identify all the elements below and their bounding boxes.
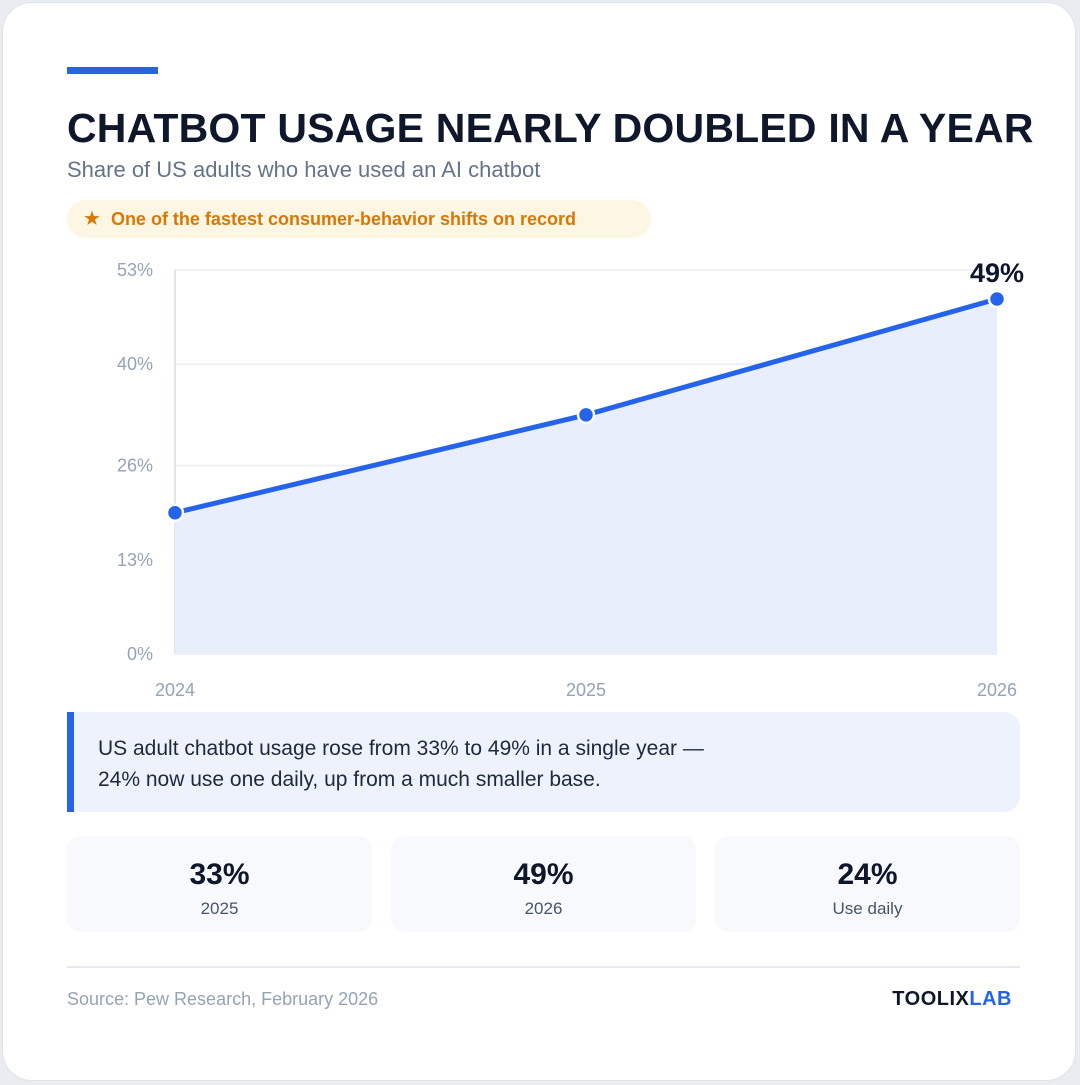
chart-area-fill [175,298,997,654]
data-label: 49% [970,258,1024,288]
data-point [987,289,1007,309]
stat-value: 49% [513,858,574,891]
data-point [165,503,185,522]
x-tick-label: 2025 [566,680,606,700]
stat-card-2026: 49% 2026 [391,836,696,932]
stat-card-daily: 24% Use daily [715,836,1020,932]
footer-divider [67,966,1020,968]
stat-label: Use daily [832,899,903,918]
brand-logo-part1: TOOLIX [892,988,970,1010]
page-subtitle: Share of US adults who have used an AI c… [67,157,541,182]
highlight-badge: ★ One of the fastest consumer-behavior s… [67,200,651,238]
brand-logo-part2: LAB [969,988,1012,1010]
x-tick-label: 2024 [155,680,195,700]
source-text: Source: Pew Research, February 2026 [67,989,379,1009]
page-title: CHATBOT USAGE NEARLY DOUBLED IN A YEAR [67,105,1034,151]
y-tick-label: 13% [117,550,153,570]
accent-bar [67,67,158,74]
y-tick-label: 40% [117,354,153,374]
y-tick-label: 0% [127,644,153,664]
stat-label: 2026 [524,899,563,918]
stat-label: 2025 [200,899,239,918]
brand-logo: TOOLIXLAB [892,988,1012,1011]
y-tick-label: 53% [117,260,153,280]
summary-callout: US adult chatbot usage rose from 33% to … [67,712,1020,812]
data-point [576,405,596,425]
highlight-text: One of the fastest consumer-behavior shi… [110,208,577,229]
x-tick-label: 2026 [977,680,1017,700]
star-icon: ★ [83,208,101,230]
chart-labels: 0% 13% 26% 40% 53% 2024 2025 2026 49% [117,258,1024,700]
stat-card-2025: 33% 2025 [67,836,372,932]
stat-value: 33% [189,858,250,891]
summary-text: US adult chatbot usage rose from 33% to … [98,737,704,791]
y-tick-label: 26% [117,456,153,476]
stat-value: 24% [837,858,898,891]
chart-points [165,289,1007,522]
